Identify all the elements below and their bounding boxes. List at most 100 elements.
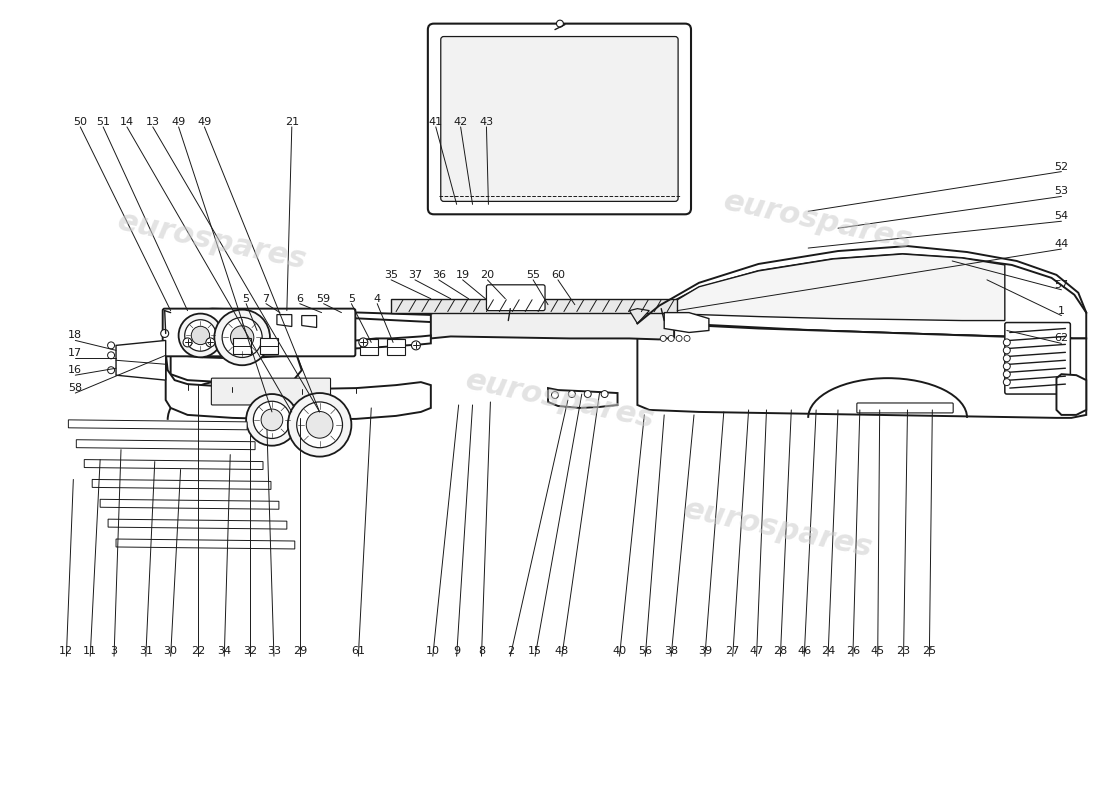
Text: 35: 35	[384, 270, 398, 280]
Text: 32: 32	[243, 646, 257, 656]
Bar	[392, 298, 678, 313]
Text: 24: 24	[821, 646, 835, 656]
Text: 42: 42	[453, 117, 468, 127]
Circle shape	[183, 338, 192, 347]
Text: 26: 26	[846, 646, 860, 656]
Circle shape	[231, 326, 254, 349]
Text: 11: 11	[84, 646, 97, 656]
Text: 55: 55	[526, 270, 540, 280]
Text: 39: 39	[697, 646, 712, 656]
Circle shape	[306, 411, 333, 438]
Text: eurospares: eurospares	[681, 495, 876, 563]
Text: 29: 29	[293, 646, 307, 656]
Text: 53: 53	[1055, 186, 1068, 197]
Text: 62: 62	[1055, 334, 1068, 343]
Bar	[387, 339, 405, 355]
Text: 34: 34	[217, 646, 231, 656]
Circle shape	[569, 390, 575, 398]
Polygon shape	[637, 310, 659, 338]
Text: 13: 13	[146, 117, 160, 127]
Text: 52: 52	[1055, 162, 1068, 172]
Text: 58: 58	[68, 383, 82, 393]
Text: 4: 4	[374, 294, 381, 304]
Text: 49: 49	[172, 117, 186, 127]
Text: 48: 48	[554, 646, 569, 656]
Bar	[361, 339, 378, 355]
Circle shape	[584, 390, 591, 398]
Polygon shape	[659, 254, 1004, 321]
Text: 50: 50	[74, 117, 87, 127]
Text: 30: 30	[164, 646, 178, 656]
Text: 17: 17	[68, 348, 82, 358]
Circle shape	[288, 393, 351, 457]
Polygon shape	[100, 499, 279, 510]
Text: 15: 15	[528, 646, 542, 656]
Circle shape	[214, 310, 270, 366]
Circle shape	[660, 335, 667, 342]
Circle shape	[108, 342, 114, 349]
Circle shape	[551, 391, 559, 398]
Text: 45: 45	[870, 646, 884, 656]
Text: 61: 61	[351, 646, 365, 656]
Circle shape	[297, 402, 342, 448]
Polygon shape	[116, 341, 166, 380]
Text: 31: 31	[139, 646, 153, 656]
Text: eurospares: eurospares	[463, 366, 657, 434]
Text: 46: 46	[798, 646, 812, 656]
Text: 36: 36	[432, 270, 446, 280]
Text: 19: 19	[455, 270, 470, 280]
Text: 1: 1	[1058, 306, 1065, 316]
Text: 41: 41	[429, 117, 443, 127]
Text: 60: 60	[551, 270, 565, 280]
Circle shape	[185, 320, 217, 351]
FancyBboxPatch shape	[441, 37, 678, 202]
Text: 25: 25	[922, 646, 936, 656]
Text: 20: 20	[481, 270, 495, 280]
Text: 49: 49	[197, 117, 211, 127]
Text: eurospares: eurospares	[720, 187, 915, 255]
Circle shape	[668, 335, 674, 342]
Circle shape	[206, 338, 214, 347]
Polygon shape	[629, 309, 649, 323]
Circle shape	[253, 402, 290, 438]
Text: 43: 43	[480, 117, 494, 127]
Polygon shape	[1056, 374, 1087, 415]
Circle shape	[1003, 355, 1010, 362]
Text: 59: 59	[317, 294, 331, 304]
Circle shape	[1003, 378, 1010, 386]
Circle shape	[161, 330, 168, 338]
Text: eurospares: eurospares	[116, 207, 309, 275]
Text: 51: 51	[96, 117, 110, 127]
Polygon shape	[166, 352, 431, 420]
Bar	[233, 338, 251, 354]
Circle shape	[178, 314, 222, 358]
Polygon shape	[170, 313, 301, 383]
Circle shape	[1003, 339, 1010, 346]
Polygon shape	[116, 539, 295, 549]
Polygon shape	[170, 309, 1071, 346]
Circle shape	[1003, 347, 1010, 354]
Text: 37: 37	[408, 270, 422, 280]
Polygon shape	[664, 313, 708, 333]
Polygon shape	[301, 315, 317, 327]
Text: 6: 6	[296, 294, 304, 304]
Text: 28: 28	[773, 646, 788, 656]
Text: 8: 8	[477, 646, 485, 656]
Text: 57: 57	[1055, 280, 1068, 290]
FancyBboxPatch shape	[163, 309, 355, 356]
Polygon shape	[277, 314, 292, 326]
FancyBboxPatch shape	[486, 285, 544, 310]
Text: 33: 33	[267, 646, 280, 656]
Text: 12: 12	[59, 646, 74, 656]
Circle shape	[684, 335, 690, 342]
Circle shape	[108, 352, 114, 358]
Circle shape	[557, 20, 563, 27]
Circle shape	[108, 366, 114, 374]
Text: 38: 38	[664, 646, 679, 656]
Text: 44: 44	[1054, 239, 1068, 249]
Text: 16: 16	[68, 366, 82, 375]
Polygon shape	[68, 420, 248, 430]
Text: 21: 21	[285, 117, 299, 127]
Circle shape	[191, 326, 210, 345]
Circle shape	[1003, 370, 1010, 378]
